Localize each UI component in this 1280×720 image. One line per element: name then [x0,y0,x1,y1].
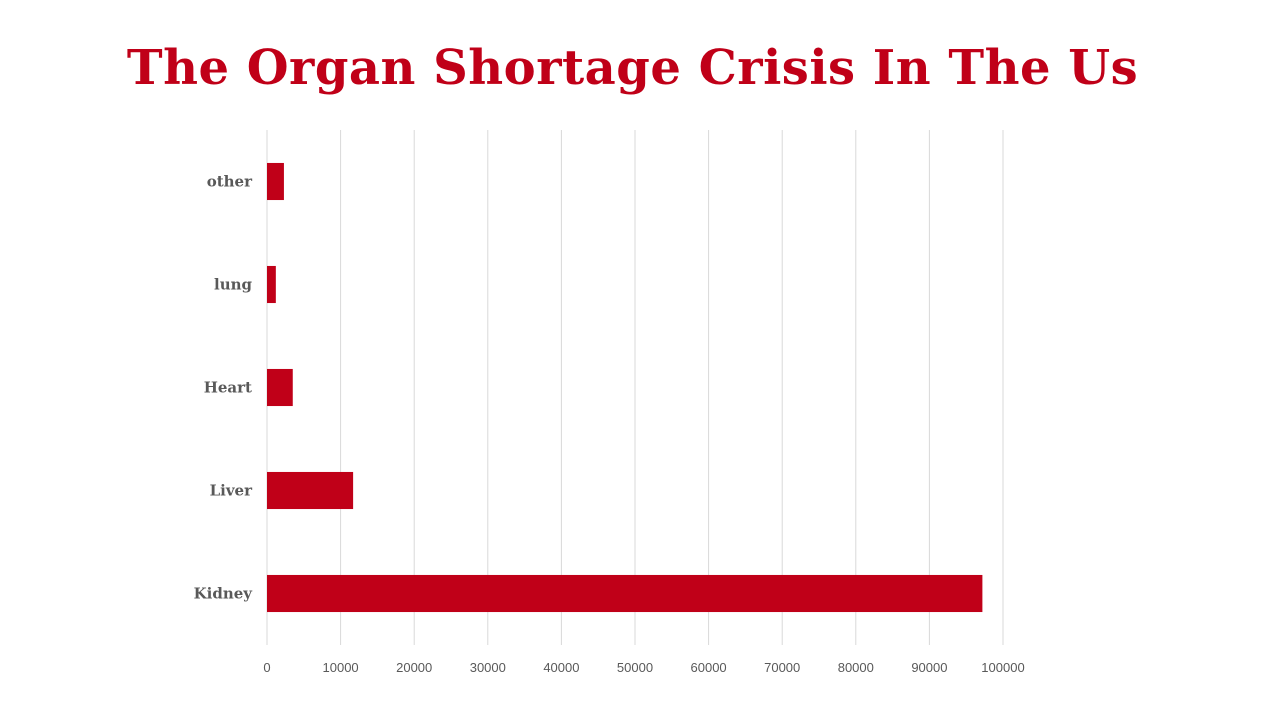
x-tick-label: 40000 [543,660,579,675]
bars [267,162,983,613]
category-label-lung: lung [214,276,253,294]
x-tick-label: 30000 [470,660,506,675]
category-label-liver: Liver [210,482,254,500]
gridlines [266,130,1004,645]
bar-liver [267,471,354,510]
bar-kidney [267,574,983,613]
chart-title: The Organ Shortage Crisis In The Us [126,40,1139,96]
x-tick-label: 90000 [911,660,947,675]
x-tick-label: 80000 [838,660,874,675]
x-tick-labels: 0 10000 20000 30000 40000 50000 60000 70000 8000… [263,660,1024,675]
x-tick-label: 60000 [691,660,727,675]
x-tick-label: 20000 [396,660,432,675]
x-tick-label: 100000 [981,660,1024,675]
category-labels: Kidney Liver Heart lung other [194,173,254,603]
x-tick-label: 70000 [764,660,800,675]
bar-lung [267,265,276,304]
bar-other [267,162,284,201]
x-tick-label: 0 [263,660,270,675]
category-label-other: other [207,173,253,191]
x-tick-label: 50000 [617,660,653,675]
x-tick-label: 10000 [323,660,359,675]
bar-heart [267,368,293,407]
category-label-kidney: Kidney [194,585,254,603]
category-label-heart: Heart [204,379,252,397]
